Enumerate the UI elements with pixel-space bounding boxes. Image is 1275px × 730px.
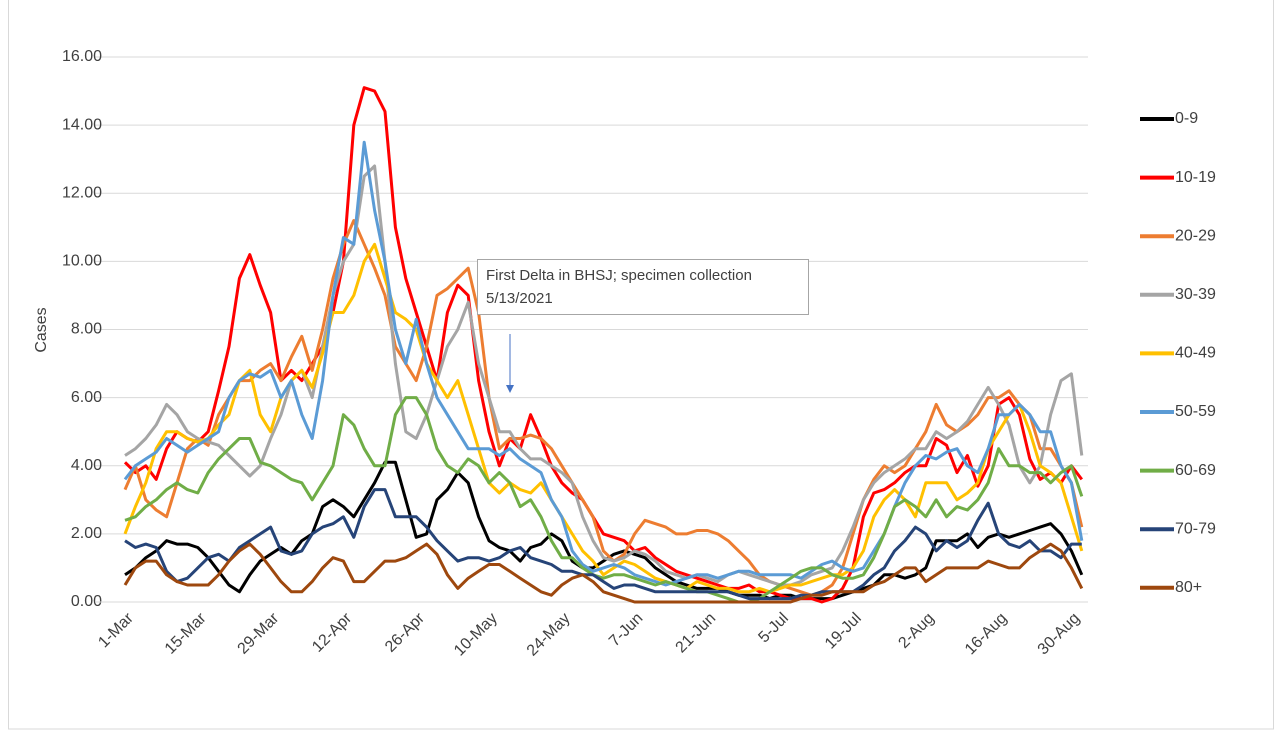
series-line — [123, 542, 1084, 604]
x-tick-label: 12-Apr — [309, 609, 355, 655]
y-tick-label: 16.00 — [62, 48, 102, 65]
x-tick-label: 5-Jul — [755, 610, 792, 647]
legend-label: 10-19 — [1175, 169, 1216, 186]
x-tick-label: 29-Mar — [235, 609, 283, 657]
legend-label: 0-9 — [1175, 110, 1198, 127]
x-tick-label: 10-May — [451, 610, 501, 660]
series-line — [124, 164, 1084, 587]
legend-label: 50-59 — [1175, 403, 1216, 420]
x-tick-label: 21-Jun — [673, 610, 720, 657]
y-tick-label: 14.00 — [62, 116, 102, 133]
y-tick-label: 10.00 — [62, 253, 102, 270]
x-tick-label: 2-Aug — [895, 610, 937, 652]
y-axis-label: Cases — [33, 307, 50, 352]
series-line — [124, 396, 1084, 604]
series-line — [123, 219, 1084, 597]
x-tick-label: 24-May — [524, 610, 574, 660]
y-tick-label: 0.00 — [71, 593, 102, 610]
x-tick-label: 26-Apr — [382, 609, 428, 655]
series-line — [124, 488, 1082, 601]
chart-border — [8, 0, 1274, 730]
annotation: First Delta in BHSJ; specimen collection… — [477, 259, 809, 315]
x-tick-label: 1-Mar — [95, 609, 137, 651]
x-tick-label: 7-Jun — [606, 610, 646, 650]
x-tick-label: 19-Jul — [822, 610, 865, 653]
legend-label: 80+ — [1175, 579, 1202, 596]
y-tick-label: 2.00 — [71, 525, 102, 542]
legend-label: 30-39 — [1175, 286, 1216, 303]
x-tick-label: 15-Mar — [162, 609, 210, 657]
x-tick-label: 30-Aug — [1035, 610, 1084, 659]
legend-label: 60-69 — [1175, 462, 1216, 479]
legend-label: 40-49 — [1175, 345, 1216, 362]
series-line — [124, 460, 1084, 601]
x-tick-label: 16-Aug — [962, 610, 1011, 659]
y-tick-label: 6.00 — [71, 389, 102, 406]
series-line — [123, 86, 1083, 604]
y-tick-label: 8.00 — [71, 321, 102, 338]
legend-label: 20-29 — [1175, 227, 1216, 244]
annotation-arrowhead — [506, 385, 514, 393]
y-tick-label: 4.00 — [71, 457, 102, 474]
series-line — [123, 140, 1084, 587]
y-tick-label: 12.00 — [62, 184, 102, 201]
legend-label: 70-79 — [1175, 520, 1216, 537]
